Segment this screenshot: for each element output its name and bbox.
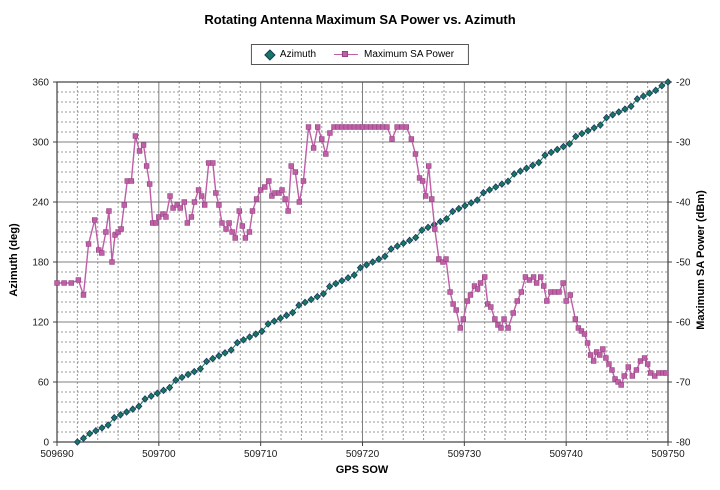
y-right-tick-label: -20 [676, 78, 691, 89]
legend-item-sa-power: Maximum SA Power [334, 49, 454, 60]
y-left-tick-label: 60 [38, 378, 50, 389]
tick-labels: 509690 509700 509710 509720 509730 509740 5097… [32, 78, 691, 461]
axis-ticks [53, 81, 672, 446]
legend-label-azimuth: Azimuth [279, 49, 317, 60]
y-axis-title-left: Azimuth (deg) [8, 223, 20, 297]
y-axis-title-right: Maximum SA Power (dBm) [695, 190, 707, 330]
x-tick-label: 509690 [40, 449, 74, 460]
x-tick-label: 509750 [651, 449, 685, 460]
y-left-tick-label: 180 [32, 258, 49, 269]
y-right-tick-label: -70 [676, 378, 691, 389]
x-tick-label: 509700 [142, 449, 176, 460]
y-right-tick-label: -30 [676, 138, 691, 149]
x-tick-label: 509730 [448, 449, 482, 460]
x-tick-label: 509710 [244, 449, 278, 460]
y-right-tick-label: -80 [676, 438, 691, 449]
y-right-tick-label: -40 [676, 198, 691, 209]
grid-major [57, 82, 668, 442]
x-axis-title: GPS SOW [335, 464, 389, 476]
y-left-tick-label: 120 [32, 318, 49, 329]
x-tick-label: 509720 [346, 449, 380, 460]
legend-item-azimuth: Azimuth [264, 48, 317, 61]
y-right-tick-label: -50 [676, 258, 691, 269]
y-left-tick-label: 240 [32, 198, 49, 209]
sa-power-line-square-icon [334, 51, 359, 58]
legend-label-sa-power: Maximum SA Power [364, 49, 455, 60]
y-left-tick-label: 0 [43, 438, 49, 449]
x-tick-label: 509740 [549, 449, 583, 460]
y-right-tick-label: -60 [676, 318, 691, 329]
azimuth-series [73, 78, 672, 446]
y-left-tick-label: 300 [32, 138, 49, 149]
chart-title: Rotating Antenna Maximum SA Power vs. Az… [204, 12, 516, 27]
legend: Azimuth Maximum SA Power [250, 44, 470, 65]
sa-power-series [54, 124, 669, 388]
y-left-tick-label: 360 [32, 78, 49, 89]
